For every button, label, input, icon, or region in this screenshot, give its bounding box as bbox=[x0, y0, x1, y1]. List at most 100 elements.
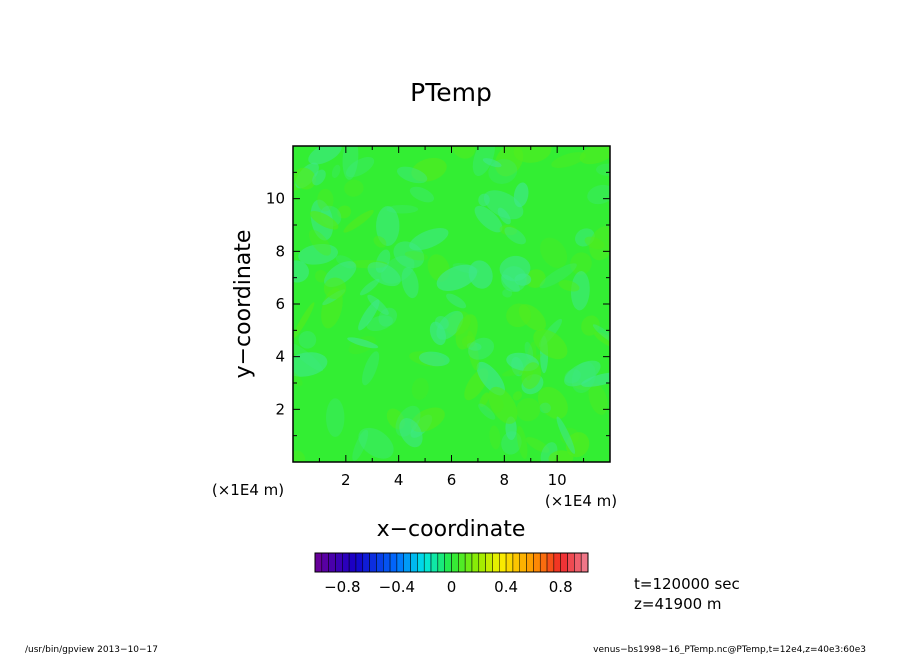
field-patch bbox=[512, 391, 523, 401]
colorbar: −0.8 −0.4 0 0.4 0.8 bbox=[314, 552, 589, 596]
colorbar-cell bbox=[389, 552, 398, 573]
field-patch bbox=[478, 403, 496, 420]
y-axis-ticks: 2 4 6 8 10 bbox=[266, 171, 610, 437]
field-patch bbox=[315, 269, 328, 283]
colorbar-cell bbox=[485, 552, 493, 573]
field-patch bbox=[404, 251, 429, 261]
colorbar-cell bbox=[492, 552, 500, 573]
field-patch bbox=[513, 146, 552, 163]
field-patch bbox=[366, 315, 393, 332]
colorbar-tick-label: 0 bbox=[447, 578, 457, 596]
colorbar-cell bbox=[410, 552, 418, 573]
x-axis-label: x−coordinate bbox=[377, 517, 526, 542]
colorbar-cell bbox=[464, 552, 473, 573]
colorbar-cell bbox=[417, 552, 425, 573]
colorbar-tick-label: −0.4 bbox=[379, 578, 415, 596]
colorbar-cell bbox=[451, 552, 459, 573]
field-patch bbox=[525, 437, 550, 453]
field-patch bbox=[298, 243, 338, 265]
field-patch bbox=[489, 425, 501, 450]
field-patch bbox=[347, 337, 379, 349]
field-patch bbox=[298, 330, 317, 349]
y-tick-label: 4 bbox=[275, 348, 285, 366]
plot-area bbox=[292, 145, 611, 463]
x-axis-ticks: 2 4 6 8 10 bbox=[318, 146, 585, 489]
field-patch bbox=[344, 179, 364, 197]
field-patch bbox=[581, 372, 610, 387]
colorbar-cell bbox=[533, 552, 541, 573]
field-patch bbox=[504, 226, 526, 245]
colorbar-cell bbox=[560, 552, 568, 573]
field-patch bbox=[309, 210, 339, 230]
field-patch bbox=[592, 324, 610, 345]
colorbar-cell bbox=[505, 552, 514, 573]
field-patch bbox=[362, 351, 380, 386]
field-patch bbox=[516, 397, 541, 422]
field-patch bbox=[548, 450, 574, 462]
field-patch bbox=[506, 303, 531, 328]
field-patch bbox=[575, 228, 595, 247]
field-patch bbox=[596, 163, 610, 176]
x-tick-label: 10 bbox=[548, 471, 567, 489]
x-axis-unit: (×1E4 m) bbox=[545, 492, 617, 510]
field-patch bbox=[376, 206, 400, 247]
colorbar-cell bbox=[314, 552, 323, 573]
field-patch bbox=[587, 184, 610, 205]
field-patch bbox=[345, 156, 375, 178]
colorbar-tick-label: −0.8 bbox=[324, 578, 360, 596]
field-patch bbox=[467, 330, 479, 371]
colorbar-cell bbox=[512, 552, 520, 573]
field-patch bbox=[468, 337, 495, 360]
field-patch bbox=[293, 260, 309, 283]
field-patch bbox=[502, 288, 513, 298]
field-patch bbox=[337, 205, 352, 219]
field-patch bbox=[396, 166, 428, 184]
colorbar-cell bbox=[471, 552, 480, 573]
x-tick-label: 8 bbox=[500, 471, 510, 489]
field-patch bbox=[308, 146, 342, 165]
field-patch bbox=[317, 188, 334, 212]
colorbar-cell bbox=[553, 552, 561, 573]
field-patch bbox=[525, 269, 546, 288]
footer-right: venus−bs1998−16_PTemp.nc@PTemp,t=12e4,z=… bbox=[593, 645, 866, 654]
colorbar-cell bbox=[437, 552, 445, 573]
x-tick-label: 6 bbox=[447, 471, 457, 489]
field-patch bbox=[411, 157, 447, 182]
field-patch bbox=[482, 158, 502, 168]
field-patch bbox=[342, 146, 359, 180]
field-patch bbox=[564, 360, 601, 387]
field-patch bbox=[308, 229, 332, 256]
y-tick-label: 2 bbox=[275, 400, 285, 418]
field-patch bbox=[570, 252, 592, 275]
field-patch bbox=[466, 342, 482, 351]
y-axis-label: y−coordinate bbox=[231, 230, 256, 379]
colorbar-cell bbox=[430, 552, 439, 573]
colorbar-cell bbox=[328, 552, 336, 573]
height-annotation: z=41900 m bbox=[634, 595, 722, 613]
field-patch bbox=[343, 209, 374, 233]
field-patch bbox=[521, 362, 542, 390]
field-patch bbox=[499, 224, 518, 236]
field-patch bbox=[436, 310, 464, 340]
field-patch bbox=[436, 264, 478, 291]
colorbar-cell bbox=[499, 552, 507, 573]
colorbar-cell bbox=[383, 552, 391, 573]
field-patch bbox=[461, 335, 476, 348]
field-patch bbox=[293, 167, 316, 190]
colorbar-tick-label: 0.8 bbox=[549, 578, 573, 596]
field-patch bbox=[537, 386, 568, 420]
field-patch bbox=[293, 352, 328, 377]
x-tick-label: 4 bbox=[394, 471, 404, 489]
field-patch bbox=[410, 407, 445, 433]
colorbar-cell bbox=[355, 552, 364, 573]
field-patch bbox=[401, 267, 419, 299]
colorbar-cell bbox=[519, 552, 527, 573]
field-patch bbox=[483, 190, 524, 220]
field-patch bbox=[455, 314, 478, 350]
field-patch bbox=[418, 351, 450, 367]
field-patch bbox=[331, 164, 341, 178]
field-patch bbox=[326, 398, 345, 437]
y-axis-unit: (×1E4 m) bbox=[212, 481, 284, 499]
field-patch bbox=[293, 302, 315, 339]
